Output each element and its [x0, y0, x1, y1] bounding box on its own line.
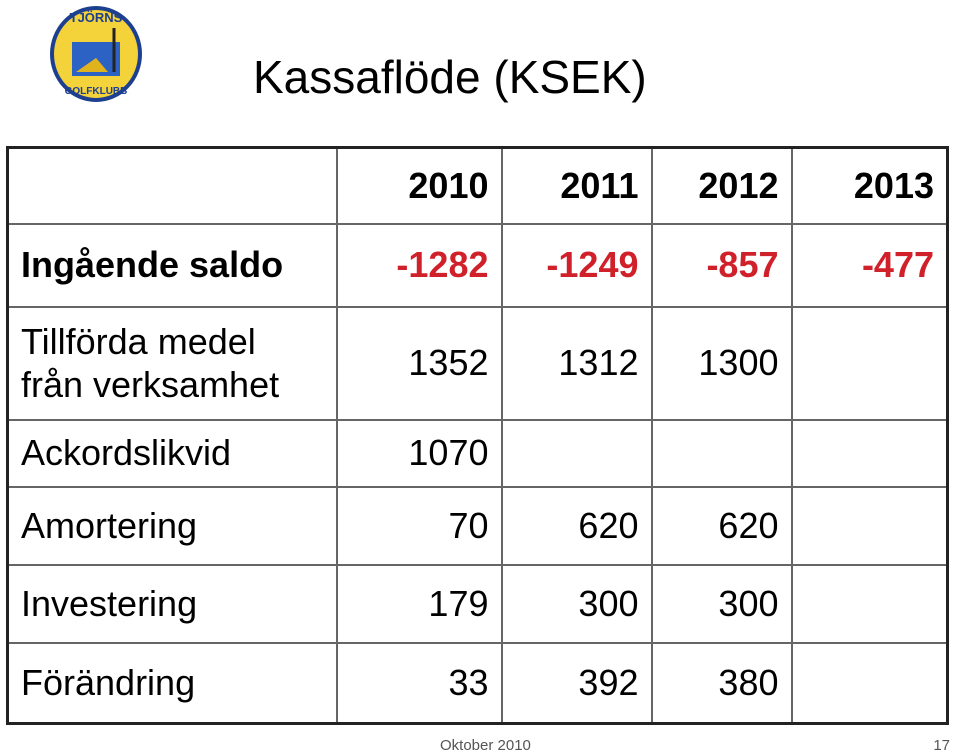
- footer-date: Oktober 2010: [440, 737, 531, 754]
- row-label: Ackordslikvid: [6, 418, 338, 488]
- value-cell: 300: [500, 563, 653, 644]
- value-cell: -1282: [335, 222, 503, 308]
- table-row: Ackordslikvid 1070: [6, 418, 949, 488]
- logo-top: TJÖRNS: [70, 10, 123, 25]
- value-cell: 1070: [335, 418, 503, 488]
- column-header: 2010: [335, 146, 503, 225]
- value-cell: 620: [500, 485, 653, 566]
- table: 2010 2011 2012 2013 Ingående saldo -1282 -124…: [6, 146, 949, 725]
- table-row: Amortering 70 620 620: [6, 485, 949, 566]
- table-row: Ingående saldo -1282 -1249 -857 -477: [6, 222, 949, 308]
- page-number: 17: [933, 737, 950, 754]
- value-cell: 1352: [335, 305, 503, 421]
- logo-bottom: GOLFKLUBB: [65, 86, 128, 97]
- value-cell: -477: [790, 222, 949, 308]
- logo: TJÖRNS GOLFKLUBB: [50, 6, 142, 102]
- empty-cell: [790, 641, 949, 725]
- column-header: 2012: [650, 146, 793, 225]
- value-cell: 380: [650, 641, 793, 725]
- header-row: 2010 2011 2012 2013: [6, 146, 949, 225]
- title: Kassaflöde (KSEK): [253, 51, 647, 103]
- column-header: 2011: [500, 146, 653, 225]
- value-cell: -857: [650, 222, 793, 308]
- empty-cell: [650, 418, 793, 488]
- row-label: Investering: [6, 563, 338, 644]
- empty-cell: [790, 485, 949, 566]
- value-cell: 179: [335, 563, 503, 644]
- row-label: Ingående saldo: [6, 222, 338, 308]
- empty-cell: [790, 305, 949, 421]
- corner-cell: [6, 146, 338, 225]
- value-cell: 300: [650, 563, 793, 644]
- value-cell: -1249: [500, 222, 653, 308]
- empty-cell: [790, 418, 949, 488]
- table-row: Tillförda medel från verksamhet 1352 1312 1…: [6, 305, 949, 421]
- column-header: 2013: [790, 146, 949, 225]
- value-cell: 1312: [500, 305, 653, 421]
- table-row: Investering 179 300 300: [6, 563, 949, 644]
- value-cell: 620: [650, 485, 793, 566]
- empty-cell: [500, 418, 653, 488]
- row-label: Tillförda medel från verksamhet: [6, 305, 338, 421]
- empty-cell: [790, 563, 949, 644]
- table-row: Förändring 33 392 380: [6, 641, 949, 725]
- value-cell: 70: [335, 485, 503, 566]
- row-label: Amortering: [6, 485, 338, 566]
- value-cell: 33: [335, 641, 503, 725]
- value-cell: 392: [500, 641, 653, 725]
- row-label: Förändring: [6, 641, 338, 725]
- value-cell: 1300: [650, 305, 793, 421]
